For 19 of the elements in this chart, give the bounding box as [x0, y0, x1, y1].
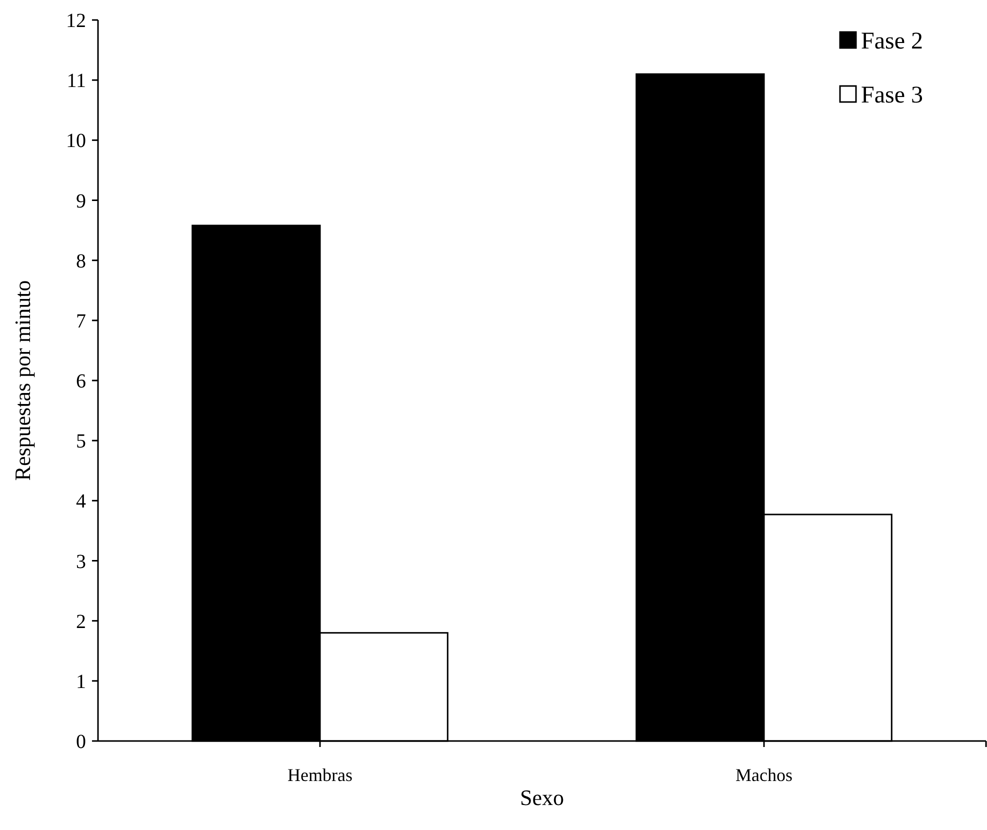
y-tick-label: 1	[76, 670, 86, 693]
legend-label: Fase 2	[861, 28, 923, 54]
y-tick-label: 2	[76, 610, 86, 633]
y-tick-label: 7	[76, 310, 86, 332]
y-tick-label: 3	[76, 550, 86, 573]
y-tick-label: 10	[66, 130, 86, 152]
legend-label: Fase 3	[861, 82, 923, 108]
y-tick-label: 8	[76, 250, 86, 272]
x-tick-label: Hembras	[288, 765, 352, 785]
x-tick-label: Machos	[736, 765, 792, 785]
y-tick-label: 12	[66, 10, 86, 32]
y-tick-label: 5	[76, 430, 86, 453]
y-tick-label: 9	[76, 190, 86, 212]
y-tick-label: 11	[66, 70, 86, 92]
y-tick-label: 6	[76, 370, 86, 392]
x-axis-title: Sexo	[520, 785, 564, 810]
y-tick-label: 4	[76, 490, 86, 513]
y-axis-title: Respuestas por minuto	[10, 280, 35, 481]
y-tick-label: 0	[76, 731, 86, 753]
